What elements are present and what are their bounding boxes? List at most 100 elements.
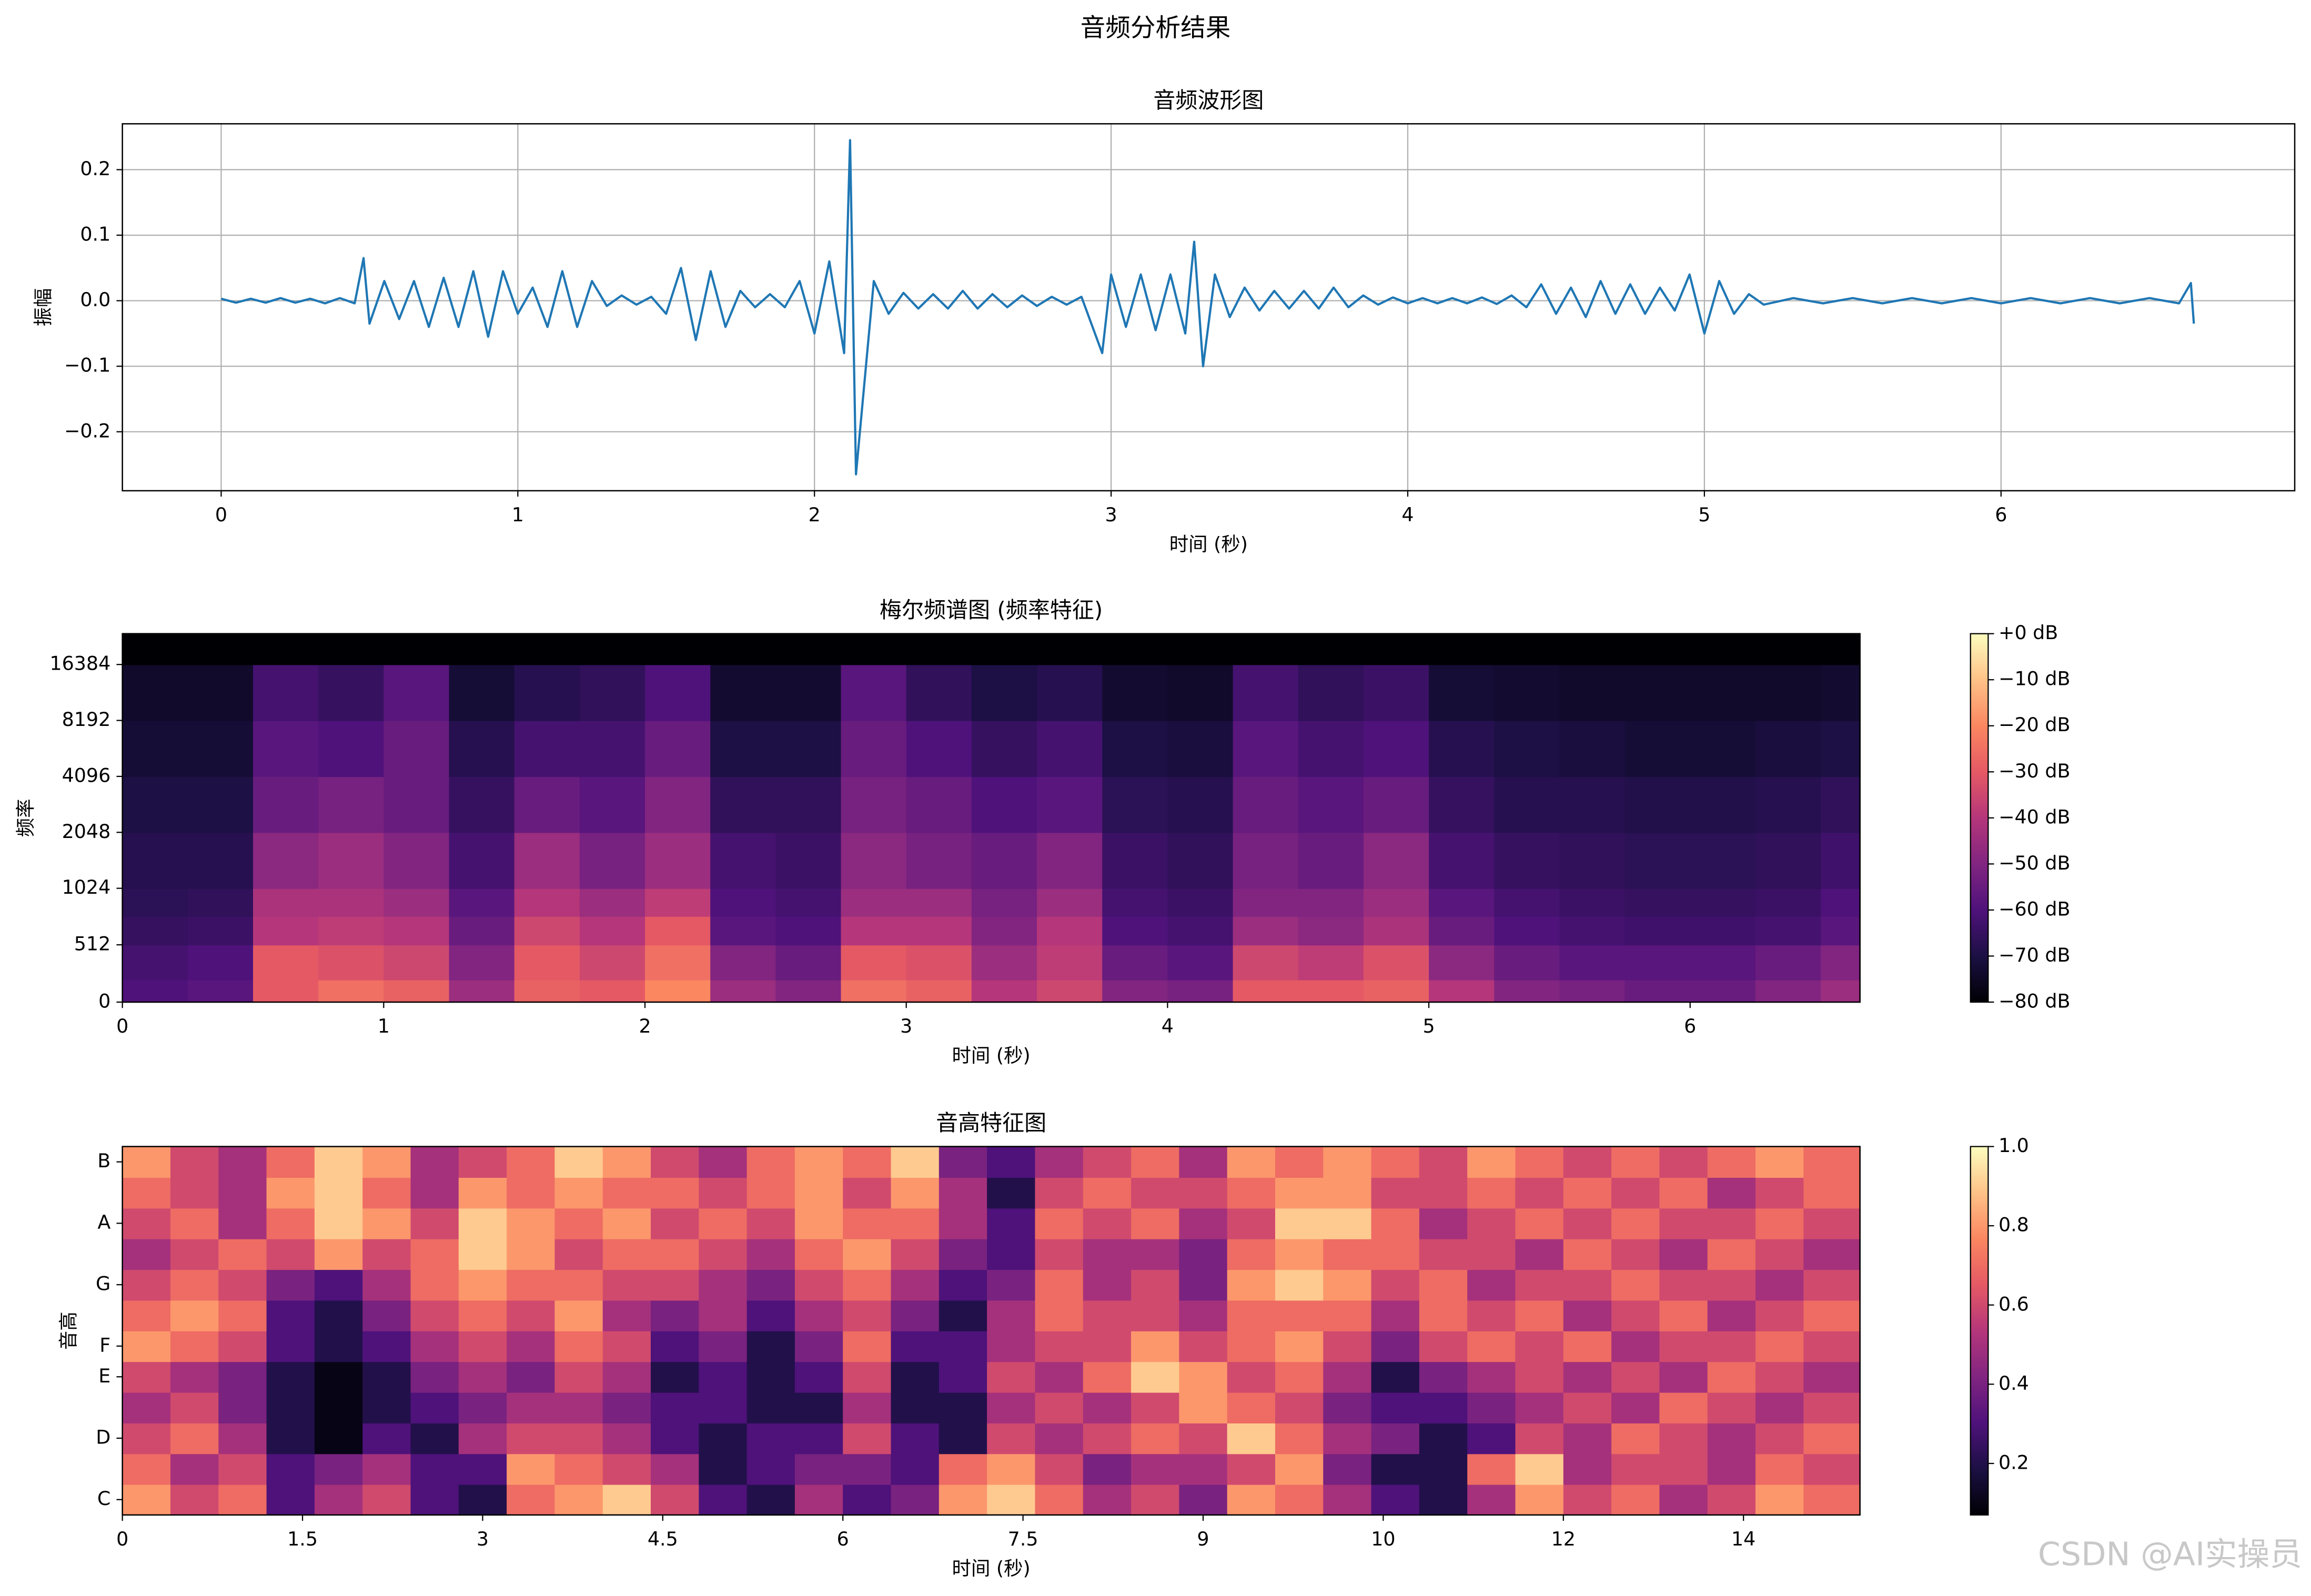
heatmap-cell [841, 720, 907, 777]
heatmap-cell [1659, 1422, 1708, 1454]
heatmap-cell [602, 1361, 652, 1393]
heatmap-cell [253, 720, 319, 777]
heatmap-cell [1803, 1330, 1861, 1362]
heatmap-cell [699, 1453, 748, 1485]
heatmap-cell [1494, 664, 1560, 721]
heatmap-cell [1563, 1330, 1612, 1362]
axes-title: 音高特征图 [936, 1110, 1046, 1136]
heatmap-cell [1821, 979, 1861, 1003]
heatmap-cell [253, 832, 319, 889]
colorbar-tick-label: −30 dB [1999, 760, 2070, 782]
heatmap-cell [1035, 1177, 1084, 1209]
heatmap-cell [1494, 945, 1560, 981]
heatmap-cell [1323, 1453, 1372, 1485]
heatmap-cell [1419, 1484, 1468, 1516]
heatmap-cell [1035, 1392, 1084, 1423]
heatmap-cell [318, 832, 385, 889]
heatmap-cell [170, 1269, 219, 1301]
heatmap-cell [794, 1422, 844, 1454]
heatmap-cell [1707, 1453, 1757, 1485]
heatmap-cell [1035, 1300, 1084, 1331]
heatmap-cell [253, 979, 319, 1003]
heatmap-cell [554, 1422, 603, 1454]
heatmap-cell [651, 1361, 700, 1393]
heatmap-cell [1659, 1392, 1708, 1423]
heatmap-cell [651, 1392, 700, 1423]
heatmap-cell [122, 1146, 171, 1178]
y-tick-label: G [96, 1272, 110, 1295]
heatmap-cell [775, 832, 842, 889]
heatmap-cell [1755, 1146, 1804, 1178]
heatmap-cell [507, 1300, 556, 1331]
x-tick-label: 6 [837, 1528, 849, 1550]
heatmap-cell [554, 1484, 603, 1516]
heatmap-cell [1275, 1422, 1324, 1454]
heatmap-cell [1323, 1422, 1372, 1454]
y-tick-label: A [97, 1211, 110, 1234]
heatmap-cell [1659, 1146, 1708, 1178]
heatmap-cell [1467, 1453, 1516, 1485]
heatmap-cell [449, 664, 515, 721]
heatmap-cell [362, 1208, 411, 1239]
heatmap-cell [775, 945, 842, 981]
heatmap-cell [602, 1208, 652, 1239]
heatmap-cell [1179, 1361, 1228, 1393]
heatmap-cell [1037, 832, 1103, 889]
heatmap-cell [1707, 1269, 1757, 1301]
x-tick-label: 0 [215, 503, 227, 526]
heatmap-cell [1233, 633, 1299, 665]
heatmap-cell [507, 1146, 556, 1178]
heatmap-cell [987, 1422, 1036, 1454]
heatmap-cell [410, 1300, 459, 1331]
heatmap-cell [1707, 1177, 1757, 1209]
heatmap-cell [602, 1422, 652, 1454]
heatmap-cell [906, 633, 973, 665]
heatmap-cell [266, 1361, 316, 1393]
heatmap-cell [1323, 1146, 1372, 1178]
heatmap-cell [1755, 664, 1822, 721]
y-tick-label: 0.0 [80, 288, 110, 311]
heatmap-cell [906, 979, 973, 1003]
heatmap-cell [1275, 1453, 1324, 1485]
heatmap-cell [579, 979, 646, 1003]
heatmap-cell [1690, 832, 1757, 889]
heatmap-cell [746, 1484, 796, 1516]
heatmap-cell [645, 633, 711, 665]
heatmap-cell [1611, 1269, 1660, 1301]
heatmap-cell [1429, 979, 1495, 1003]
colorbar-tick-label: 0.6 [1999, 1292, 2029, 1315]
heatmap-cell [554, 1208, 603, 1239]
heatmap-cell [449, 776, 515, 833]
heatmap-cell [1419, 1422, 1468, 1454]
heatmap-cell [1515, 1238, 1564, 1270]
heatmap-cell [514, 888, 580, 917]
heatmap-cell [1037, 916, 1103, 946]
heatmap-cell [775, 979, 842, 1003]
heatmap-cell [1419, 1177, 1468, 1209]
heatmap-cell [1102, 776, 1168, 833]
heatmap-cell [1624, 888, 1691, 917]
heatmap-cell [651, 1238, 700, 1270]
heatmap-cell [507, 1453, 556, 1485]
heatmap-cell [1624, 945, 1691, 981]
heatmap-cell [362, 1177, 411, 1209]
x-tick-label: 4 [1162, 1015, 1174, 1037]
heatmap-cell [651, 1453, 700, 1485]
heatmap-cell [1803, 1177, 1861, 1209]
heatmap-cell [1227, 1177, 1276, 1209]
heatmap-cell [1611, 1422, 1660, 1454]
heatmap-cell [1083, 1422, 1132, 1454]
heatmap-cell [1131, 1484, 1180, 1516]
heatmap-cell [410, 1330, 459, 1362]
heatmap-cell [1227, 1269, 1276, 1301]
heatmap-cell [1323, 1361, 1372, 1393]
heatmap-cell [602, 1269, 652, 1301]
heatmap-cell [651, 1208, 700, 1239]
heatmap-cell [1083, 1238, 1132, 1270]
heatmap-cell [1227, 1300, 1276, 1331]
heatmap-cell [1371, 1238, 1420, 1270]
heatmap-cell [458, 1269, 508, 1301]
heatmap-cell [1131, 1300, 1180, 1331]
heatmap-cell [1083, 1146, 1132, 1178]
heatmap-cell [843, 1330, 892, 1362]
